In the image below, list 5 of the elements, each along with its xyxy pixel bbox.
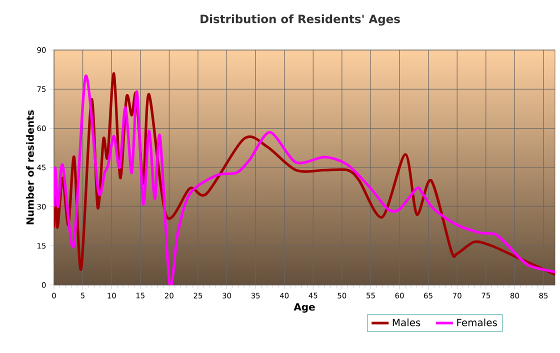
legend-label: Females xyxy=(457,318,497,326)
legend-label: Males xyxy=(392,318,420,326)
x-axis-title: Age xyxy=(294,303,315,313)
chart-title: Distribution of Residents' Ages xyxy=(200,14,400,26)
y-axis-title: Number of residents xyxy=(26,110,34,224)
